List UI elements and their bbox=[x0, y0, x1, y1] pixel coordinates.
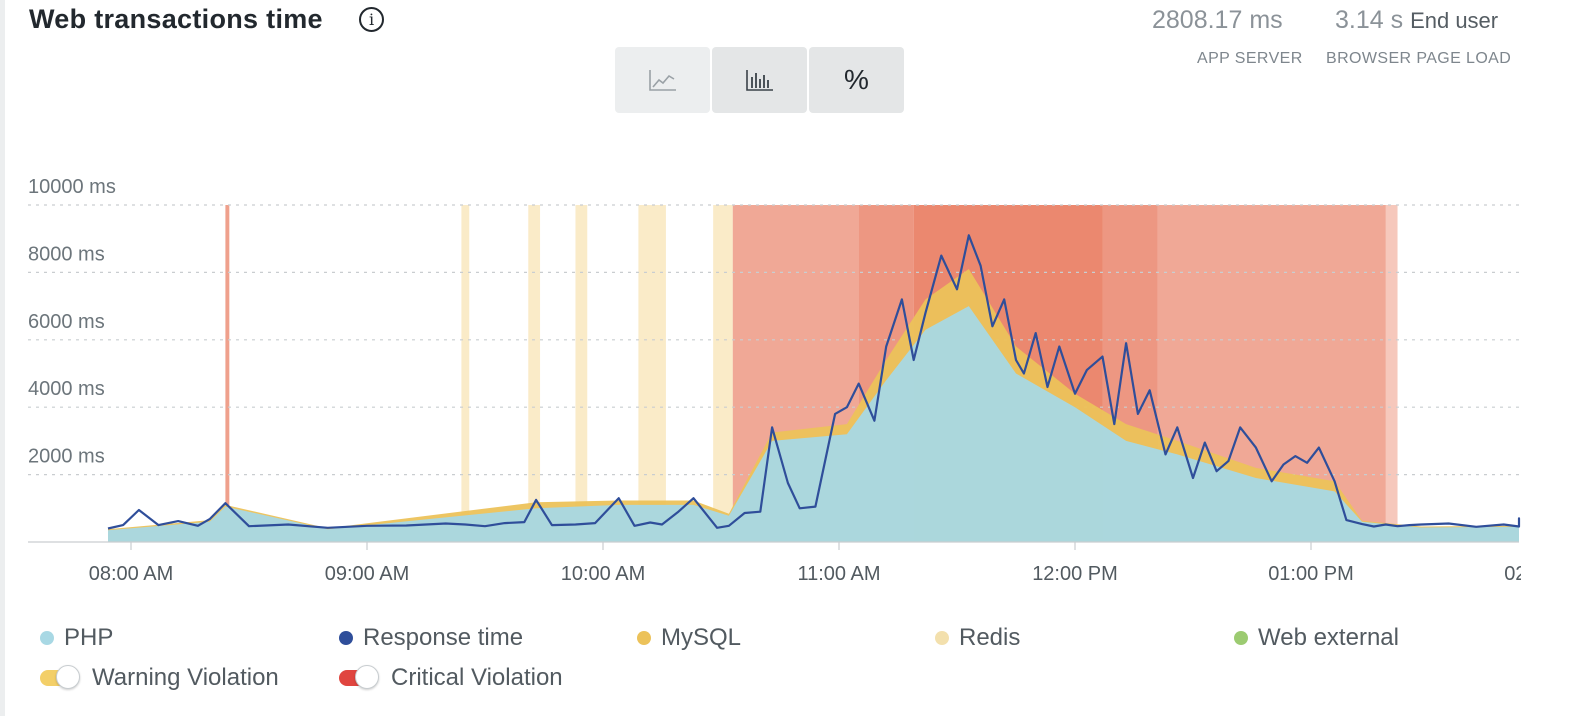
critical-violation-band-0 bbox=[225, 205, 230, 542]
x-tick-label-2: 10:00 AM bbox=[561, 563, 646, 585]
php-color-dot bbox=[40, 631, 54, 645]
x-tick-label-6: 02:00 PM bbox=[1504, 563, 1570, 585]
warning-violation-label: Warning Violation bbox=[92, 664, 279, 691]
legend-redis-label: Redis bbox=[959, 624, 1021, 651]
view-toggle-group: % bbox=[615, 47, 904, 113]
legend-redis[interactable]: Redis bbox=[935, 624, 1020, 652]
critical-violation-toggle[interactable]: Critical Violation bbox=[339, 664, 563, 692]
x-tick-label-3: 11:00 AM bbox=[797, 563, 880, 585]
legend-mysql[interactable]: MySQL bbox=[637, 624, 741, 652]
legend-web-external-label: Web external bbox=[1258, 624, 1399, 651]
percent-view-button[interactable]: % bbox=[809, 47, 904, 113]
warning-violation-band-1 bbox=[461, 205, 470, 542]
info-icon[interactable]: i bbox=[359, 7, 384, 32]
x-tick-label-4: 12:00 PM bbox=[1032, 563, 1118, 585]
app-server-label: APP SERVER bbox=[1197, 50, 1303, 67]
critical-switch[interactable] bbox=[339, 665, 379, 689]
y-tick-label-1: 4000 ms bbox=[28, 378, 105, 400]
legend-response-time-label: Response time bbox=[363, 624, 524, 651]
area-view-button[interactable] bbox=[615, 47, 710, 113]
legend-response-time[interactable]: Response time bbox=[339, 624, 523, 652]
response-time-line bbox=[107, 234, 1521, 530]
x-tick-label-5: 01:00 PM bbox=[1268, 563, 1354, 585]
critical-violation-band-11 bbox=[1385, 205, 1398, 542]
grid-layer bbox=[28, 204, 1519, 476]
warning-violation-toggle[interactable]: Warning Violation bbox=[40, 664, 279, 692]
y-tick-label-0: 2000 ms bbox=[28, 446, 105, 468]
warning-switch-knob bbox=[56, 665, 80, 689]
critical-violation-label: Critical Violation bbox=[391, 664, 563, 691]
axis-layer: 2000 ms 4000 ms 6000 ms 8000 ms 10000 ms 08:0… bbox=[28, 176, 1570, 585]
legend-web-external[interactable]: Web external bbox=[1234, 624, 1399, 652]
x-tick-label-0: 08:00 AM bbox=[89, 563, 174, 585]
browser-page-load-label: BROWSER PAGE LOAD bbox=[1326, 50, 1512, 67]
chart-title: Web transactions time bbox=[29, 4, 323, 34]
x-tick-label-1: 09:00 AM bbox=[325, 563, 410, 585]
warning-violation-band-4 bbox=[638, 205, 666, 542]
bar-view-button[interactable] bbox=[712, 47, 807, 113]
warning-switch[interactable] bbox=[40, 665, 80, 689]
redis-color-dot bbox=[935, 631, 949, 645]
browser-value: 3.14 s bbox=[1335, 6, 1404, 34]
y-tick-label-4: 10000 ms bbox=[28, 176, 116, 198]
critical-switch-knob bbox=[355, 665, 379, 689]
percent-label: % bbox=[844, 64, 869, 95]
bar-chart-icon bbox=[745, 70, 773, 91]
response-time-color-dot bbox=[339, 631, 353, 645]
browser-metric: 3.14 s End user bbox=[1335, 6, 1498, 35]
legend-php-label: PHP bbox=[64, 624, 114, 651]
area-chart-icon bbox=[648, 70, 676, 91]
warning-violation-band-3 bbox=[575, 205, 588, 542]
legend-php[interactable]: PHP bbox=[40, 624, 113, 652]
php-area bbox=[108, 306, 1519, 542]
mysql-color-dot bbox=[637, 631, 651, 645]
warning-violation-band-5 bbox=[713, 205, 733, 542]
transactions-chart: 2000 ms 4000 ms 6000 ms 8000 ms 10000 ms 08:0… bbox=[28, 176, 1570, 585]
browser-unit: End user bbox=[1410, 8, 1499, 33]
y-tick-label-3: 8000 ms bbox=[28, 243, 105, 265]
web-external-color-dot bbox=[1234, 631, 1248, 645]
panel-left-edge bbox=[0, 0, 5, 716]
app-server-value: 2808.17 ms bbox=[1152, 6, 1283, 34]
series-layer bbox=[107, 234, 1521, 542]
warning-violation-band-2 bbox=[528, 205, 541, 542]
y-tick-label-2: 6000 ms bbox=[28, 311, 105, 333]
legend-mysql-label: MySQL bbox=[661, 624, 742, 651]
